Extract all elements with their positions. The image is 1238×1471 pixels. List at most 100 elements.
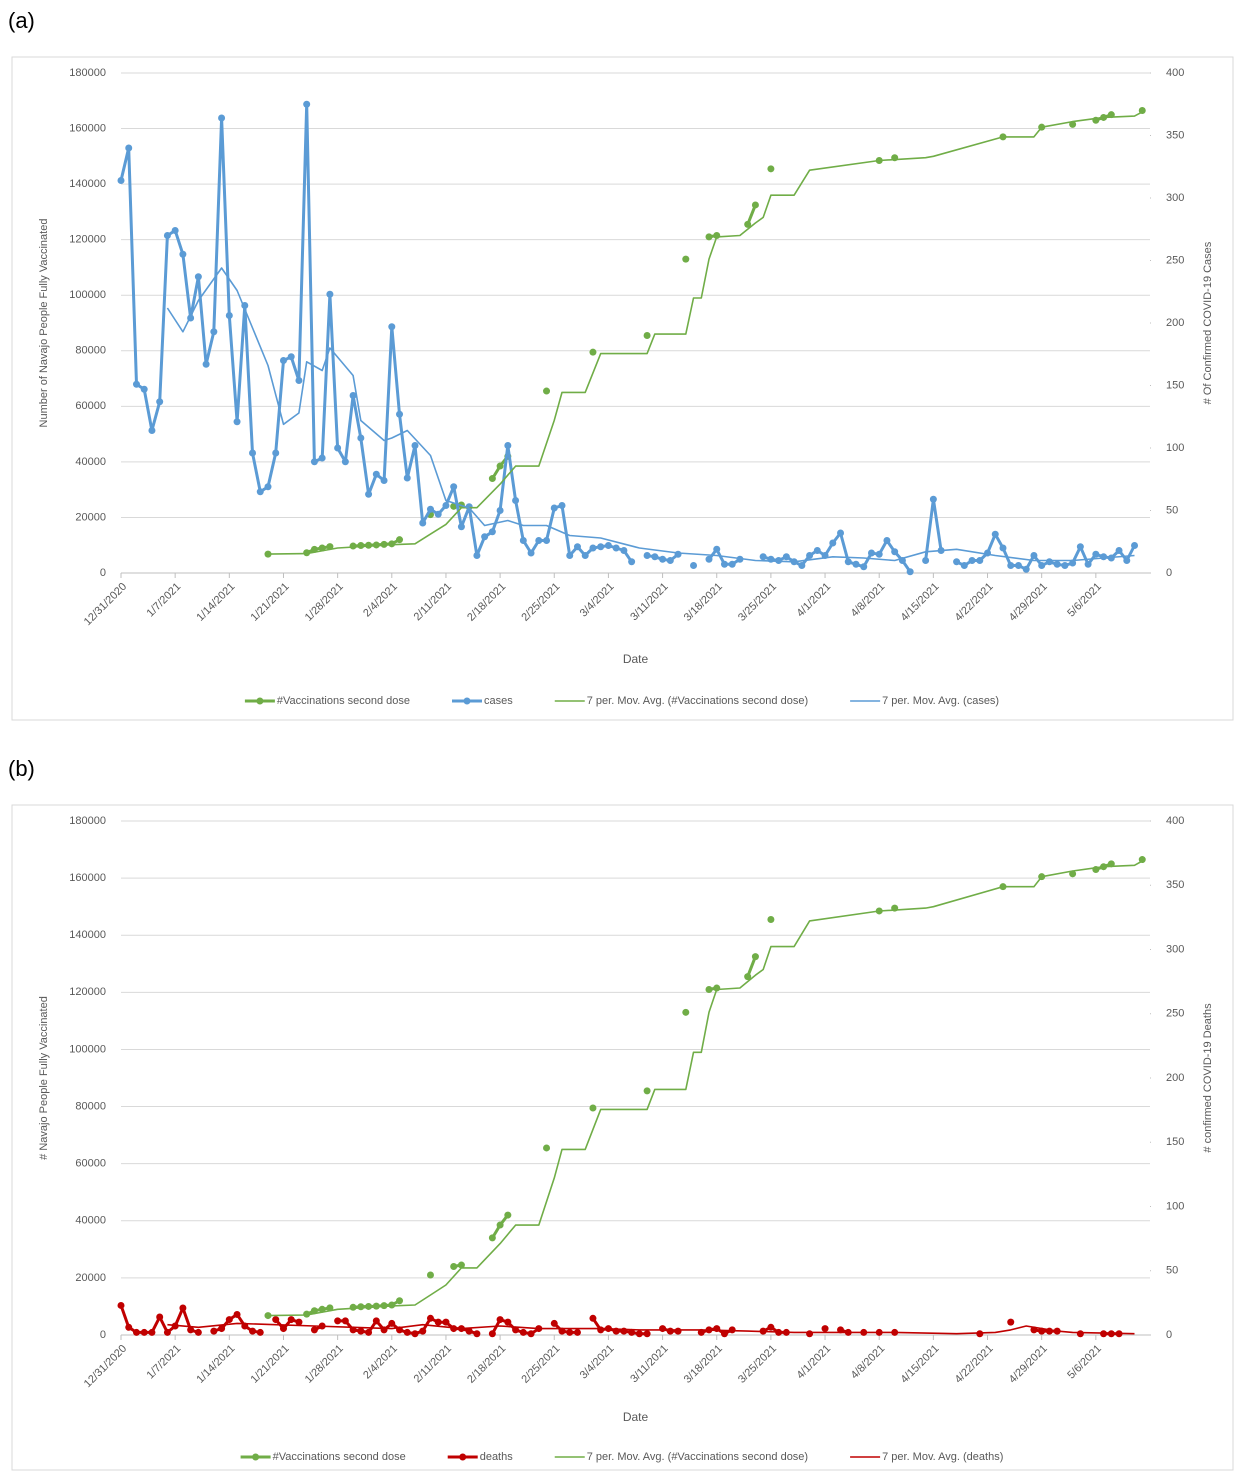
data-point [573,1328,581,1336]
x-tick-label: 1/21/2021 [249,581,292,624]
data-point [310,458,318,466]
data-point [504,442,512,449]
series-line [166,267,1135,563]
data-point [156,1313,164,1321]
data-point [543,537,551,544]
data-point [1131,542,1139,549]
x-axis-title: Date [623,652,649,666]
data-point [380,477,388,484]
data-point [875,550,883,558]
data-point [357,1327,365,1335]
x-tick-label: 4/1/2021 [794,1343,833,1382]
data-point [659,555,667,563]
data-point [512,1326,520,1334]
data-point [163,1328,171,1336]
x-tick-label: 1/14/2021 [194,1343,237,1386]
data-point [496,1316,504,1324]
y2-tick-label: 250 [1166,254,1184,266]
x-tick-label: 4/22/2021 [953,581,996,624]
data-point [132,1328,140,1336]
data-point [303,1310,311,1318]
x-tick-label: 1/21/2021 [249,1343,292,1386]
x-tick-label: 2/11/2021 [412,1343,455,1386]
data-point [581,552,589,559]
data-point [960,562,968,569]
data-point [643,1087,651,1095]
data-point [450,502,458,510]
x-axis-title: Date [623,1410,649,1424]
series-line [746,956,757,978]
data-point [148,427,156,434]
y-tick-label: 100000 [69,289,106,301]
data-point [1053,560,1061,568]
data-point [852,560,860,568]
y-tick-label: 80000 [75,1100,106,1112]
data-point [365,1328,373,1336]
data-point [744,220,752,228]
data-point [426,1314,434,1322]
x-tick-label: 2/18/2021 [465,581,508,624]
data-point [365,490,373,498]
data-point [968,557,976,564]
legend: #Vaccinations second dose deaths 7 per. Mo… [240,1451,1003,1463]
data-point [194,273,202,281]
series-line [267,111,1143,555]
data-point [125,1323,133,1331]
data-point [806,552,814,559]
x-tick-label: 1/7/2021 [145,1343,184,1382]
x-tick-label: 5/6/2021 [1065,581,1104,620]
x-tick-label: 2/25/2021 [519,581,562,624]
data-point [194,1328,202,1336]
data-point [550,1319,558,1327]
data-point [256,488,264,496]
y2-tick-label: 0 [1166,1329,1172,1341]
data-point [117,177,125,184]
data-point [326,290,334,298]
data-point [457,523,465,531]
data-point [512,497,520,504]
legend-marker [459,1453,467,1461]
data-point [659,1325,667,1333]
data-point [860,563,868,571]
data-point [140,385,148,393]
data-point [867,549,875,557]
data-point [496,507,504,514]
panel-label: (a) [8,8,35,33]
data-point [991,530,999,538]
data-point [419,519,427,527]
data-point [473,552,481,559]
data-point [782,553,790,561]
data-point [357,542,365,549]
legend-label: 7 per. Mov. Avg. (#Vaccinations second d… [587,695,808,707]
data-point [210,1327,218,1335]
x-tick-label: 4/8/2021 [849,1343,888,1382]
data-point [411,442,419,449]
x-tick-label: 4/15/2021 [898,1343,941,1386]
data-point [434,510,442,518]
y-tick-label: 180000 [69,67,106,79]
data-point [341,458,349,466]
y-tick-label: 60000 [75,400,106,412]
data-point [125,144,133,152]
y2-tick-label: 0 [1166,567,1172,579]
x-tick-label: 4/29/2021 [1007,581,1050,624]
data-point [705,985,713,993]
x-tick-label: 1/7/2021 [145,581,184,620]
data-point [233,418,241,426]
data-point [264,550,272,558]
x-tick-label: 4/15/2021 [898,581,941,624]
x-tick-label: 1/28/2021 [303,1343,346,1386]
data-point [543,1144,551,1152]
legend-marker [463,697,471,705]
data-point [713,545,721,553]
data-point [279,357,287,364]
data-point [388,323,396,331]
data-point [728,560,736,568]
legend-label: cases [484,695,513,707]
data-point [303,549,311,557]
y-tick-label: 120000 [69,986,106,998]
data-point [372,1317,380,1325]
y-tick-label: 140000 [69,178,106,190]
data-point [357,1303,365,1311]
data-point [396,1297,404,1305]
